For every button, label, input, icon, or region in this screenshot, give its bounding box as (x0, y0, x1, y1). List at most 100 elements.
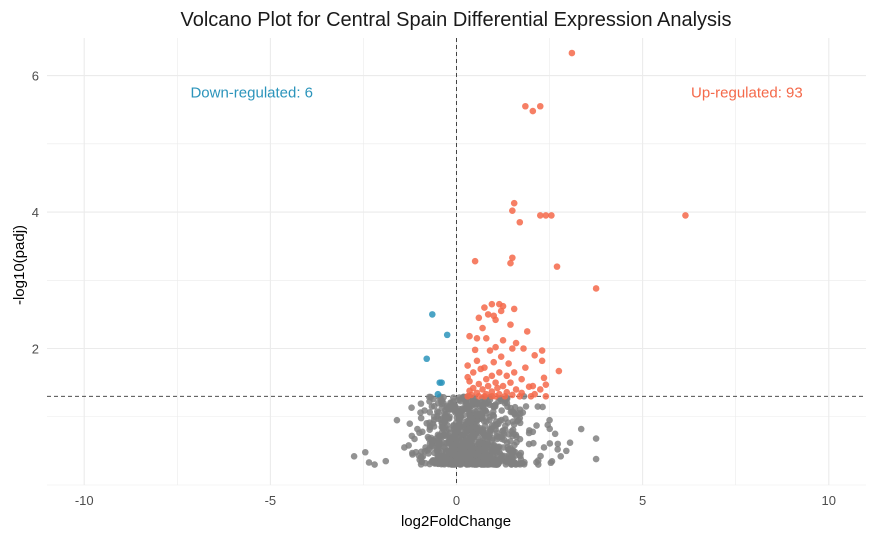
up-regulated-point (522, 102, 529, 110)
up-regulated-point (464, 392, 471, 400)
up-regulated-point (510, 369, 518, 376)
annotations: Down-regulated: 6 Up-regulated: 93 (190, 85, 802, 102)
not-significant-point (422, 459, 429, 467)
not-significant-point (393, 416, 401, 424)
up-regulated-point (486, 347, 494, 354)
up-regulated-point (509, 207, 516, 214)
up-regulated-point (553, 263, 561, 270)
not-significant-point (350, 453, 358, 460)
not-significant-point (441, 444, 449, 452)
up-regulated-point (507, 259, 514, 267)
y-tick-label: 4 (32, 205, 39, 220)
up-regulated-point (494, 384, 501, 392)
up-regulated-point (512, 386, 520, 393)
up-regulated-point (482, 375, 490, 383)
not-significant-point (484, 461, 491, 468)
chart-title: Volcano Plot for Central Spain Different… (180, 9, 731, 31)
up-regulated-point (682, 212, 689, 219)
up-regulated-point (536, 386, 544, 393)
not-significant-point (435, 444, 443, 452)
not-significant-point (563, 447, 570, 455)
not-significant-point (365, 459, 373, 466)
x-tick-label: 0 (453, 493, 460, 508)
not-significant-point (450, 422, 457, 429)
x-tick-label: 5 (639, 493, 646, 508)
up-regulated-point (497, 307, 505, 315)
up-regulated-point (510, 199, 518, 207)
up-regulated-point (471, 346, 479, 354)
up-regulated-point (496, 369, 503, 376)
x-axis-title: log2FoldChange (401, 513, 511, 530)
not-significant-point (426, 423, 434, 430)
not-significant-point (446, 413, 453, 420)
not-significant-point (435, 460, 442, 468)
not-significant-point (533, 422, 540, 429)
not-significant-point (450, 403, 458, 410)
not-significant-point (411, 435, 418, 443)
not-significant-point (476, 410, 483, 418)
not-significant-point (551, 430, 559, 438)
up-regulated-point (509, 345, 516, 352)
not-significant-point (430, 436, 437, 444)
up-regulated-point (507, 321, 514, 328)
up-regulated-point (473, 334, 481, 342)
up-regulated-point (484, 311, 492, 318)
not-significant-point (426, 393, 433, 401)
not-significant-point (508, 427, 515, 435)
not-significant-point (438, 423, 446, 431)
down-regulated-point (443, 331, 451, 339)
up-regulated-point (529, 107, 537, 115)
up-regulated-count-label: Up-regulated: 93 (691, 85, 803, 102)
not-significant-point (467, 440, 474, 448)
not-significant-point (466, 449, 473, 457)
not-significant-point (486, 453, 494, 461)
not-significant-point (463, 460, 471, 468)
up-regulated-point (501, 392, 509, 400)
up-regulated-point (469, 369, 477, 376)
not-significant-point (417, 400, 425, 407)
x-tick-label: -5 (265, 493, 277, 508)
not-significant-point (513, 438, 520, 446)
not-significant-point (522, 403, 530, 410)
up-regulated-point (536, 212, 544, 219)
not-significant-point (489, 408, 497, 416)
not-significant-point (455, 414, 463, 421)
not-significant-point (530, 439, 537, 447)
not-significant-point (495, 397, 502, 405)
not-significant-point (540, 444, 548, 451)
not-significant-point (495, 433, 502, 441)
not-significant-point (566, 439, 574, 446)
not-significant-point (439, 456, 447, 464)
not-significant-point (507, 438, 514, 445)
y-tick-label: 2 (32, 342, 39, 357)
not-significant-point (455, 436, 463, 443)
not-significant-point (443, 404, 451, 411)
up-regulated-point (523, 328, 531, 335)
up-regulated-point (481, 392, 488, 400)
down-regulated-point (429, 311, 436, 318)
up-regulated-point (538, 357, 546, 365)
not-significant-point (382, 457, 390, 465)
not-significant-point (485, 399, 492, 407)
x-tick-label: 10 (822, 493, 836, 508)
up-regulated-point (542, 212, 550, 219)
not-significant-point (554, 440, 562, 448)
up-regulated-point (479, 386, 486, 393)
up-regulated-point (499, 382, 507, 390)
up-regulated-point (505, 360, 512, 367)
up-regulated-point (540, 374, 548, 382)
up-regulated-point (466, 332, 473, 340)
not-significant-point (472, 451, 479, 458)
up-regulated-point (527, 392, 535, 400)
not-significant-point (577, 425, 585, 433)
up-regulated-point (542, 392, 550, 400)
not-significant-point (460, 421, 467, 429)
not-significant-point (441, 410, 448, 418)
not-significant-point (499, 444, 507, 451)
up-regulated-point (490, 358, 498, 366)
up-regulated-point (488, 388, 496, 395)
not-significant-point (451, 452, 459, 459)
up-regulated-point (516, 218, 524, 226)
not-significant-point (361, 448, 369, 456)
